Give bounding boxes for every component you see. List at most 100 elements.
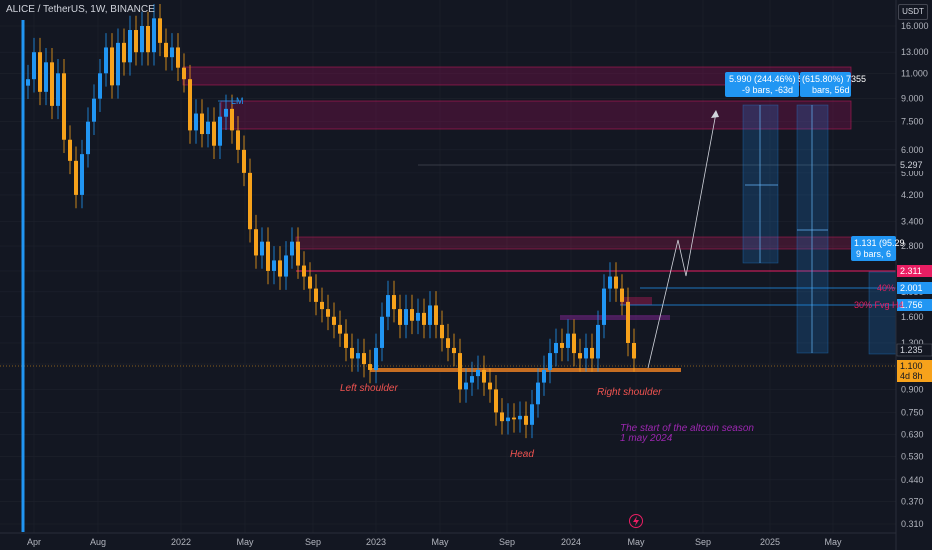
candle-body: [464, 382, 468, 390]
candle-body: [572, 333, 576, 354]
y-tick-label: 1.300: [901, 338, 924, 348]
x-tick-label: 2024: [561, 537, 581, 547]
candle-body: [290, 241, 294, 256]
x-tick-label: Aug: [90, 537, 106, 547]
currency-button[interactable]: USDT: [898, 4, 928, 20]
candle-body: [38, 52, 42, 92]
candle-body: [74, 160, 78, 195]
candle-body: [566, 333, 570, 348]
candle-body: [146, 26, 150, 53]
candle-body: [596, 324, 600, 359]
x-tick-label: May: [824, 537, 842, 547]
candle-body: [86, 121, 90, 155]
measure-box-2: (615.80%) 7355 bars, 56d: [800, 72, 866, 97]
price-label-1235: 1.235: [896, 343, 932, 357]
candle-body: [530, 404, 534, 425]
x-tick-label: May: [236, 537, 254, 547]
candle-body: [296, 241, 300, 266]
price-label-1235-text: 1.235: [900, 345, 923, 355]
candle-body: [182, 67, 186, 80]
candle-body: [452, 347, 456, 354]
candle-body: [488, 382, 492, 390]
candle-body: [422, 312, 426, 325]
y-tick-label: 7.500: [901, 117, 924, 127]
candle-body: [134, 30, 138, 53]
y-tick-label: 1.600: [901, 312, 924, 322]
candle-body: [440, 324, 444, 339]
candle-body: [374, 347, 378, 370]
x-tick-label: May: [627, 537, 645, 547]
candle-body: [68, 139, 72, 161]
candle-body: [164, 42, 168, 58]
forecast-path: [647, 112, 717, 369]
x-tick-label: 2025: [760, 537, 780, 547]
y-tick-label: 0.900: [901, 384, 924, 394]
measure-box-1: 5.990 (244.46%) 5990 -9 bars, -63d: [725, 72, 818, 97]
price-label-1756: 1.756: [897, 299, 932, 311]
candle-body: [404, 309, 408, 325]
candle-body: [416, 312, 420, 321]
y-tick-label: 0.630: [901, 429, 924, 439]
x-tick-label: 2023: [366, 537, 386, 547]
candle-body: [194, 113, 198, 131]
candle-body: [410, 309, 414, 321]
candle-body: [350, 347, 354, 359]
candle-body: [278, 260, 282, 277]
price-label-1756-text: 1.756: [900, 300, 923, 310]
measure-box-1-line2: -9 bars, -63d: [742, 85, 793, 95]
x-tick-label: 2022: [171, 537, 191, 547]
candle-body: [272, 260, 276, 271]
candle-body: [344, 333, 348, 348]
measure-box-1-line1: 5.990 (244.46%) 5990: [729, 74, 818, 84]
y-tick-label: 4.200: [901, 190, 924, 200]
projection-box-3: [868, 271, 897, 355]
measure-box-3-line2: 9 bars, 6: [856, 249, 891, 259]
candle-body: [170, 47, 174, 58]
candle-body: [554, 342, 558, 354]
projection-box-2: [796, 104, 829, 354]
candle-body: [326, 309, 330, 317]
measure-box-3: 1.131 (95.29 9 bars, 6: [851, 236, 905, 261]
x-tick-label: Sep: [499, 537, 515, 547]
projection-box-1: [742, 104, 779, 264]
y-tick-label: 6.000: [901, 145, 924, 155]
candle-body: [236, 130, 240, 150]
candle-body: [212, 121, 216, 146]
candle-body: [32, 52, 36, 80]
candle-body: [158, 18, 162, 43]
candle-body: [368, 364, 372, 370]
candle-body: [512, 417, 516, 420]
lightning-icon[interactable]: [629, 514, 643, 528]
measure-box-2-line1: (615.80%) 7355: [802, 74, 866, 84]
x-tick-label: Apr: [27, 537, 41, 547]
x-tick-label: May: [431, 537, 449, 547]
candle-body: [26, 79, 30, 86]
candle-body: [524, 415, 528, 425]
candle-body: [626, 301, 630, 343]
candle-body: [92, 98, 96, 122]
candle-body: [590, 347, 594, 359]
tag-lm: LM: [231, 96, 244, 106]
candle-body: [548, 353, 552, 370]
candle-body: [536, 382, 540, 405]
price-label-2001: 2.001: [897, 282, 932, 294]
candle-body: [206, 121, 210, 135]
candle-body: [152, 18, 156, 53]
annotation-head: Head: [510, 449, 534, 460]
candle-body: [200, 113, 204, 135]
candles-layer: [26, 4, 636, 439]
candle-body: [392, 295, 396, 310]
chart-title: ALICE / TetherUS, 1W, BINANCE: [6, 4, 155, 15]
candle-body: [122, 42, 126, 63]
y-tick-label: 3.400: [901, 217, 924, 227]
candle-body: [458, 353, 462, 390]
candle-body: [248, 172, 252, 230]
candle-body: [98, 73, 102, 99]
annotation-left-shoulder: Left shoulder: [340, 383, 398, 394]
measure-box-3-line1: 1.131 (95.29: [854, 238, 905, 248]
y-tick-label: 0.310: [901, 519, 924, 529]
candle-body: [476, 369, 480, 377]
candle-body: [110, 47, 114, 86]
x-tick-label: Sep: [695, 537, 711, 547]
